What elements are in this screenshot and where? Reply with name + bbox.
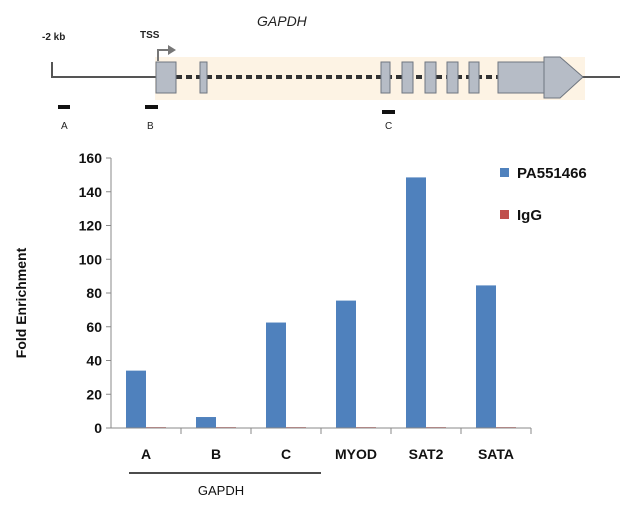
legend-label-igg: IgG (517, 207, 542, 224)
exon-5 (424, 61, 437, 94)
bar-pa551466-c (266, 322, 286, 428)
exon-3 (380, 61, 391, 94)
legend: PA551466 IgG (500, 165, 587, 224)
y-tick-label: 80 (86, 285, 102, 301)
primer-c-bar (382, 110, 395, 114)
exon-7 (468, 61, 480, 94)
tss-arrowhead (168, 45, 176, 55)
primer-b-bar (145, 105, 158, 109)
y-axis-ticks: 0 20 40 60 80 100 120 140 160 (79, 150, 111, 436)
x-axis-ticks: A B C MYOD SAT2 SATA (141, 428, 532, 462)
upstream-label: -2 kb (42, 32, 65, 43)
y-tick-label: 60 (86, 319, 102, 335)
legend-swatch-pa551466 (500, 168, 509, 177)
legend-swatch-igg (500, 210, 509, 219)
y-tick-label: 160 (79, 150, 103, 166)
exon-4 (401, 61, 414, 94)
exon-6 (446, 61, 459, 94)
exon-8 (497, 61, 545, 94)
bar-pa551466-b (196, 417, 216, 428)
primer-a-bar (58, 105, 70, 109)
bar-chart: 0 20 40 60 80 100 120 140 160 A B C MYOD SAT2 SATA Fo… (13, 150, 587, 498)
y-tick-label: 120 (79, 218, 103, 234)
x-tick-label: MYOD (335, 446, 377, 462)
gene-diagram: GAPDH -2 kb TSS A (42, 13, 620, 132)
y-tick-label: 40 (86, 353, 102, 369)
bar-pa551466-myod (336, 300, 356, 428)
exon-2 (199, 61, 208, 94)
exon-1 (155, 61, 177, 94)
bars (126, 177, 516, 429)
bar-pa551466-sata (476, 285, 496, 428)
x-tick-label: B (211, 446, 221, 462)
bar-pa551466-a (126, 370, 146, 428)
legend-label-pa551466: PA551466 (517, 165, 587, 182)
exon-9-arrow (543, 56, 584, 99)
bar-pa551466-sat2 (406, 177, 426, 428)
y-axis-title: Fold Enrichment (13, 247, 29, 358)
primer-c-label: C (385, 121, 392, 132)
upstream-line (51, 62, 157, 78)
tss-arrow-stem (157, 49, 170, 61)
x-tick-label: SATA (478, 446, 514, 462)
primer-a-label: A (61, 121, 68, 132)
y-tick-label: 20 (86, 386, 102, 402)
x-tick-label: C (281, 446, 291, 462)
primer-b-label: B (147, 121, 154, 132)
y-tick-label: 0 (94, 420, 102, 436)
tss-label: TSS (140, 30, 160, 41)
x-tick-label: A (141, 446, 151, 462)
group-label: GAPDH (198, 483, 244, 498)
x-tick-label: SAT2 (409, 446, 444, 462)
y-tick-label: 100 (79, 251, 103, 267)
gene-title: GAPDH (257, 13, 308, 29)
y-tick-label: 140 (79, 184, 103, 200)
